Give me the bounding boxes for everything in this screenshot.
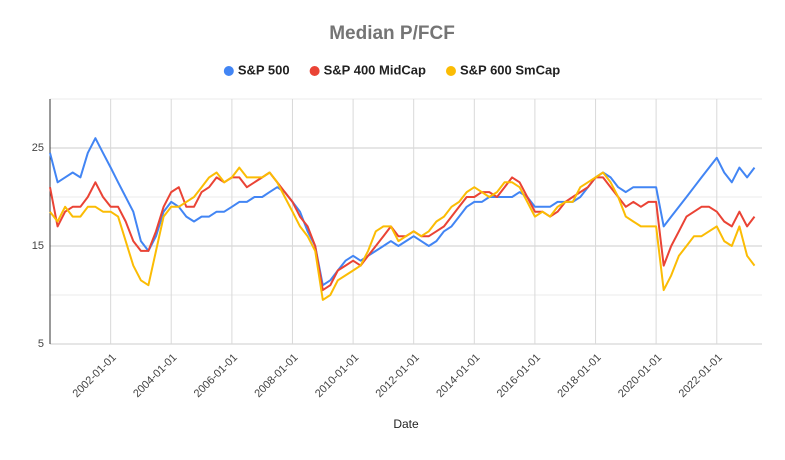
x-axis-label: Date bbox=[393, 417, 419, 431]
legend-swatch bbox=[309, 66, 320, 76]
legend-label: S&P 400 MidCap bbox=[324, 62, 426, 77]
series-line bbox=[49, 137, 756, 287]
series-line bbox=[49, 171, 756, 292]
chart-title: Median P/FCF bbox=[329, 23, 455, 44]
series-line bbox=[49, 166, 756, 301]
legend-swatch bbox=[223, 66, 234, 76]
y-tick-label: 25 bbox=[32, 142, 44, 154]
y-tick-label: 15 bbox=[32, 240, 44, 252]
legend-label: S&P 600 SmCap bbox=[460, 62, 560, 77]
legend: S&P 500 S&P 400 MidCap S&P 600 SmCap bbox=[223, 62, 560, 77]
y-tick-label: 5 bbox=[38, 338, 44, 350]
legend-swatch bbox=[445, 66, 456, 76]
legend-label: S&P 500 bbox=[238, 62, 290, 77]
